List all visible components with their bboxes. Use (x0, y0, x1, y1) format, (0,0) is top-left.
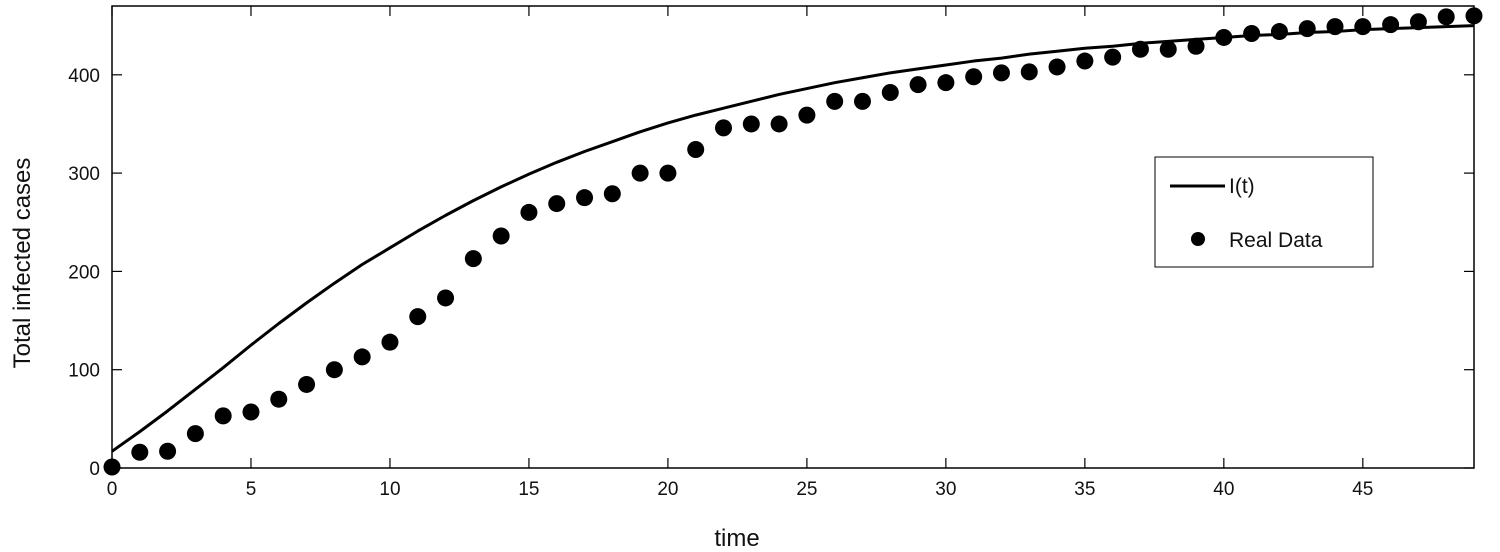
data-point-real (1270, 23, 1288, 41)
x-tick-label: 35 (1074, 479, 1095, 500)
data-point-real (659, 164, 677, 182)
data-point-real (742, 115, 760, 133)
data-point-real (464, 250, 482, 268)
data-point-real (576, 189, 594, 207)
data-point-real (1020, 63, 1038, 81)
data-point-real (103, 458, 121, 476)
x-tick-label: 45 (1352, 479, 1373, 500)
x-tick-label: 5 (246, 479, 257, 500)
data-point-real (881, 84, 899, 102)
y-tick-label: 100 (68, 361, 100, 382)
x-tick-label: 30 (935, 479, 956, 500)
y-tick-label: 400 (68, 66, 100, 87)
x-axis: 0 5 10 15 20 25 30 35 40 45 (107, 6, 1373, 500)
data-point-real (1159, 40, 1177, 58)
data-point-real (992, 64, 1010, 82)
data-point-real (131, 443, 149, 461)
data-point-real (520, 203, 538, 221)
series-layer (103, 7, 1483, 476)
data-point-real (937, 74, 955, 92)
data-point-real (353, 348, 371, 366)
legend-marker-swatch (1191, 232, 1205, 246)
data-point-real (1354, 18, 1372, 36)
data-point-real (1326, 18, 1344, 36)
data-point-real (687, 141, 705, 159)
data-point-real (1215, 28, 1233, 46)
data-point-real (770, 115, 788, 133)
legend-label-real-data: Real Data (1229, 229, 1323, 252)
data-point-real (1104, 48, 1122, 66)
data-point-real (1465, 7, 1483, 25)
data-point-real (631, 164, 649, 182)
x-tick-label: 10 (379, 479, 400, 500)
data-point-real (325, 361, 343, 379)
data-point-real (270, 390, 288, 408)
data-point-real (492, 227, 510, 245)
data-point-real (186, 425, 204, 443)
x-axis-title: time (714, 525, 759, 552)
data-point-real (1382, 16, 1400, 34)
data-point-real (1298, 20, 1316, 38)
data-point-real (437, 289, 455, 307)
y-tick-label: 200 (68, 262, 100, 283)
data-point-real (826, 92, 844, 110)
data-point-real (159, 442, 177, 460)
data-point-real (1048, 58, 1066, 76)
data-point-real (409, 308, 427, 326)
data-point-real (1076, 52, 1094, 70)
y-tick-label: 300 (68, 164, 100, 185)
data-point-real (1437, 8, 1455, 26)
data-point-real (214, 407, 232, 425)
data-point-real (798, 106, 816, 124)
data-point-real (909, 76, 927, 94)
x-tick-label: 40 (1213, 479, 1234, 500)
data-point-real (1243, 25, 1261, 43)
data-point-real (603, 185, 621, 203)
legend-box (1154, 156, 1374, 268)
y-axis-title: Total infected cases (9, 158, 36, 369)
data-point-real (853, 92, 871, 110)
data-point-real (1187, 37, 1205, 55)
y-tick-label: 0 (89, 459, 100, 480)
data-point-real (1409, 13, 1427, 31)
legend-label-i-t: I(t) (1229, 175, 1255, 198)
data-point-real (381, 333, 399, 351)
legend: I(t) Real Data (1154, 156, 1374, 268)
data-point-real (548, 195, 566, 213)
data-point-real (298, 375, 316, 393)
data-point-real (242, 403, 260, 421)
data-point-real (1131, 40, 1149, 58)
x-tick-label: 25 (796, 479, 817, 500)
data-point-real (715, 119, 733, 137)
x-tick-label: 20 (657, 479, 678, 500)
x-tick-label: 0 (107, 479, 118, 500)
data-point-real (965, 68, 983, 86)
x-tick-label: 15 (518, 479, 539, 500)
